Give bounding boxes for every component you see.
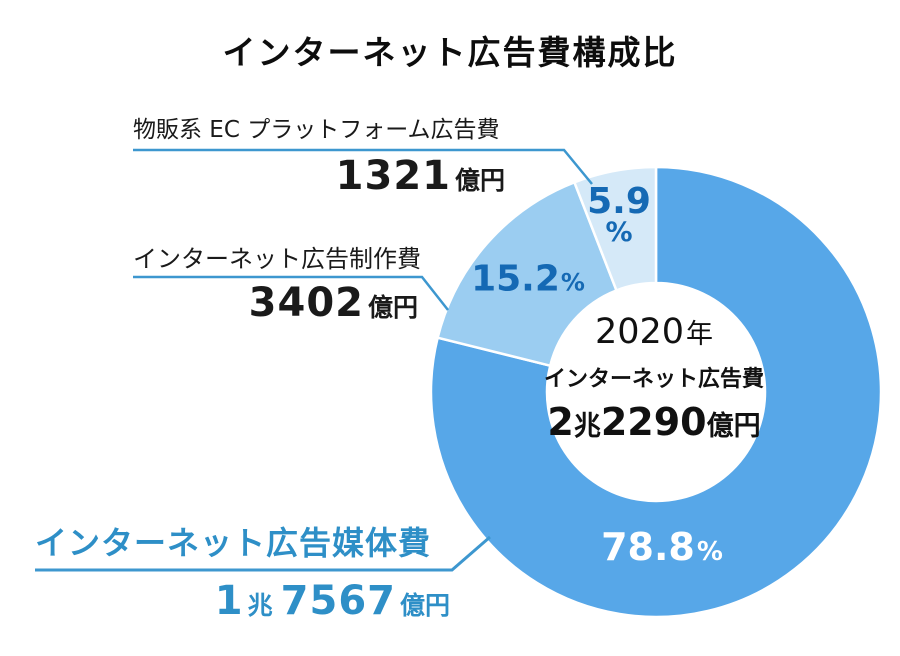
center-total-oku: 2290 — [600, 400, 707, 444]
donut-center-label: 2020年 インターネット広告費 2兆2290億円 — [544, 312, 764, 444]
donut-slices-group — [429, 165, 883, 619]
center-year-suffix: 年 — [686, 319, 714, 350]
percent-ec-number: 5.9 — [587, 181, 651, 222]
production-amount-unit: 億円 — [367, 293, 418, 322]
center-total-oku-unit: 億円 — [706, 411, 761, 442]
donut-segment-2 — [573, 165, 658, 292]
callout-ec-platform-name: 物販系 EC プラットフォーム広告費 — [133, 117, 500, 143]
center-total-value: 2兆2290億円 — [544, 400, 764, 444]
page-title: インターネット広告費構成比 — [222, 33, 678, 72]
center-total-cho-unit: 兆 — [573, 411, 601, 442]
leader-line-ec-platform — [133, 148, 593, 185]
callout-production-name: インターネット広告制作費 — [133, 245, 421, 273]
production-amount: 3402 — [248, 280, 364, 326]
percent-media-number: 78.8 — [601, 525, 695, 569]
ec-platform-amount-unit: 億円 — [454, 166, 505, 195]
donut-segment-0 — [429, 165, 883, 619]
callout-media-name: インターネット広告媒体費 — [35, 524, 432, 562]
donut-segment-1 — [436, 181, 618, 367]
callout-ec-platform-value: 1321 億円 — [133, 153, 505, 199]
percent-production-number: 15.2 — [471, 258, 560, 300]
media-amount-oku-unit: 億円 — [399, 591, 450, 620]
media-amount-oku: 7567 — [280, 578, 396, 624]
percent-media-sign: % — [696, 537, 723, 567]
ec-platform-amount: 1321 — [335, 153, 451, 199]
media-amount-cho: 1 — [214, 578, 244, 624]
percent-label-ec-platform: 5.9% — [587, 181, 651, 248]
percent-ec-sign: % — [605, 217, 633, 248]
percent-production-sign: % — [560, 268, 585, 297]
percent-label-media: 78.8% — [601, 525, 723, 569]
leader-line-production — [133, 275, 449, 311]
center-category-label: インターネット広告費 — [543, 367, 765, 392]
leader-line-media — [35, 535, 491, 572]
center-year: 2020 — [594, 312, 685, 352]
center-year-row: 2020年 — [544, 312, 764, 352]
callout-production-value: 3402 億円 — [133, 280, 418, 326]
callout-media-value: 1 兆 7567 億円 — [35, 578, 450, 624]
percent-label-production: 15.2% — [471, 259, 585, 300]
center-total-cho: 2 — [547, 400, 574, 444]
media-amount-cho-unit: 兆 — [247, 591, 273, 620]
